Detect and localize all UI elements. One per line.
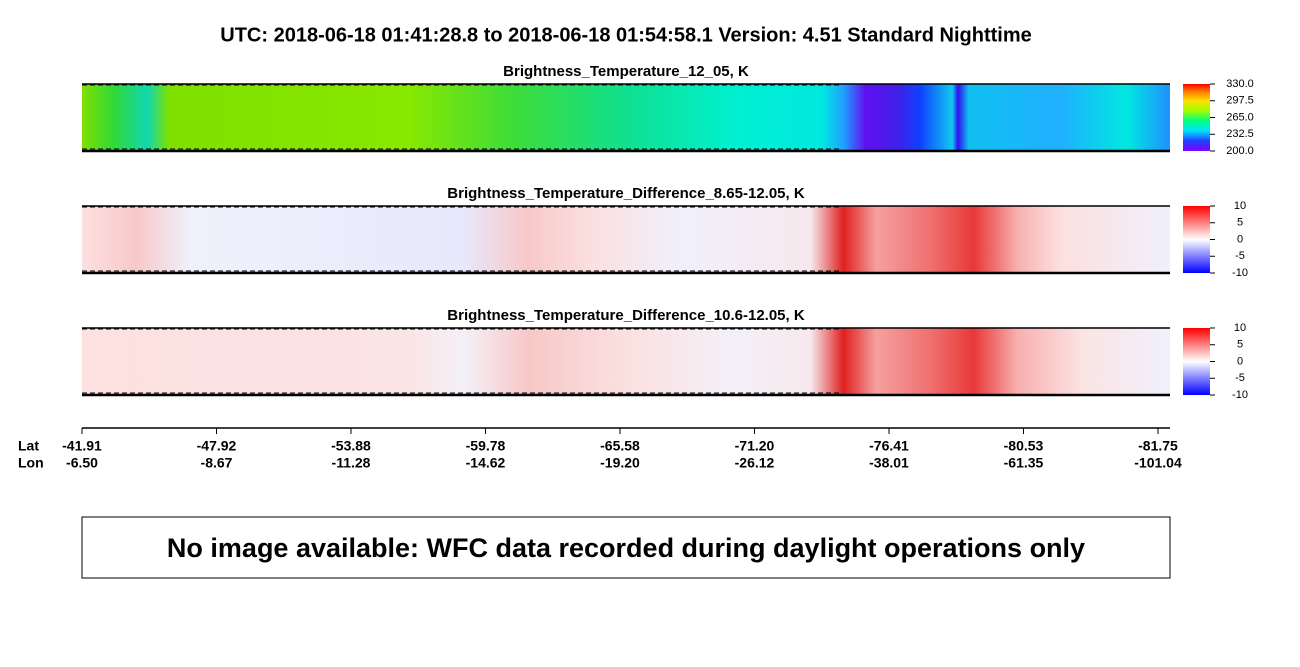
image-strip: [82, 206, 1170, 273]
image-strip: [82, 84, 1170, 151]
colorbar-tick-label: -10: [1232, 267, 1248, 279]
colorbar-tick-label: -5: [1235, 372, 1245, 384]
lat-tick-label: -81.75: [1138, 438, 1178, 454]
colorbar-tick-label: 265.0: [1226, 111, 1254, 123]
colorbar-tick-label: 330.0: [1226, 78, 1254, 90]
lat-tick-label: -71.20: [735, 438, 775, 454]
colorbar-tick-label: 5: [1237, 217, 1243, 229]
lon-tick-label: -11.28: [332, 455, 371, 471]
lon-label: Lon: [18, 455, 44, 471]
lon-tick-label: -101.04: [1134, 455, 1182, 471]
colorbar-tick-label: 0: [1237, 233, 1243, 245]
lon-tick-label: -61.35: [1004, 455, 1044, 471]
colorbar-tick-label: 5: [1237, 339, 1243, 351]
colorbar: [1183, 328, 1210, 395]
colorbar-tick-label: 200.0: [1226, 145, 1254, 157]
colorbar-tick-label: -10: [1232, 389, 1248, 401]
lat-tick-label: -80.53: [1004, 438, 1044, 454]
colorbar-tick-label: 297.5: [1226, 95, 1254, 107]
lon-tick-label: -6.50: [66, 455, 98, 471]
lat-label: Lat: [18, 438, 39, 454]
image-strip: [82, 328, 1170, 395]
lon-tick-label: -14.62: [466, 455, 506, 471]
lat-tick-label: -59.78: [466, 438, 506, 454]
colorbar: [1183, 84, 1210, 151]
lat-tick-label: -65.58: [600, 438, 640, 454]
colorbar-tick-label: 10: [1234, 322, 1246, 334]
title: UTC: 2018-06-18 01:41:28.8 to 2018-06-18…: [220, 24, 1031, 46]
panel-title: Brightness_Temperature_Difference_10.6-1…: [447, 307, 805, 324]
lon-tick-label: -8.67: [201, 455, 233, 471]
lat-tick-label: -53.88: [331, 438, 371, 454]
message-box: [81, 516, 1171, 579]
colorbar-tick-label: 0: [1237, 355, 1243, 367]
lon-tick-label: -38.01: [869, 455, 909, 471]
lon-tick-label: -19.20: [600, 455, 640, 471]
lat-tick-label: -47.92: [197, 438, 237, 454]
colorbar-tick-label: 10: [1234, 200, 1246, 212]
colorbar: [1183, 206, 1210, 273]
colorbar-tick-label: -5: [1235, 250, 1245, 262]
lat-tick-label: -76.41: [869, 438, 909, 454]
colorbar-tick-label: 232.5: [1226, 128, 1254, 140]
lon-tick-label: -26.12: [735, 455, 775, 471]
lat-tick-label: -41.91: [62, 438, 102, 454]
panel-title: Brightness_Temperature_Difference_8.65-1…: [447, 185, 805, 202]
message: No image available: WFC data recorded du…: [167, 533, 1085, 563]
panel-title: Brightness_Temperature_12_05, K: [503, 63, 749, 80]
